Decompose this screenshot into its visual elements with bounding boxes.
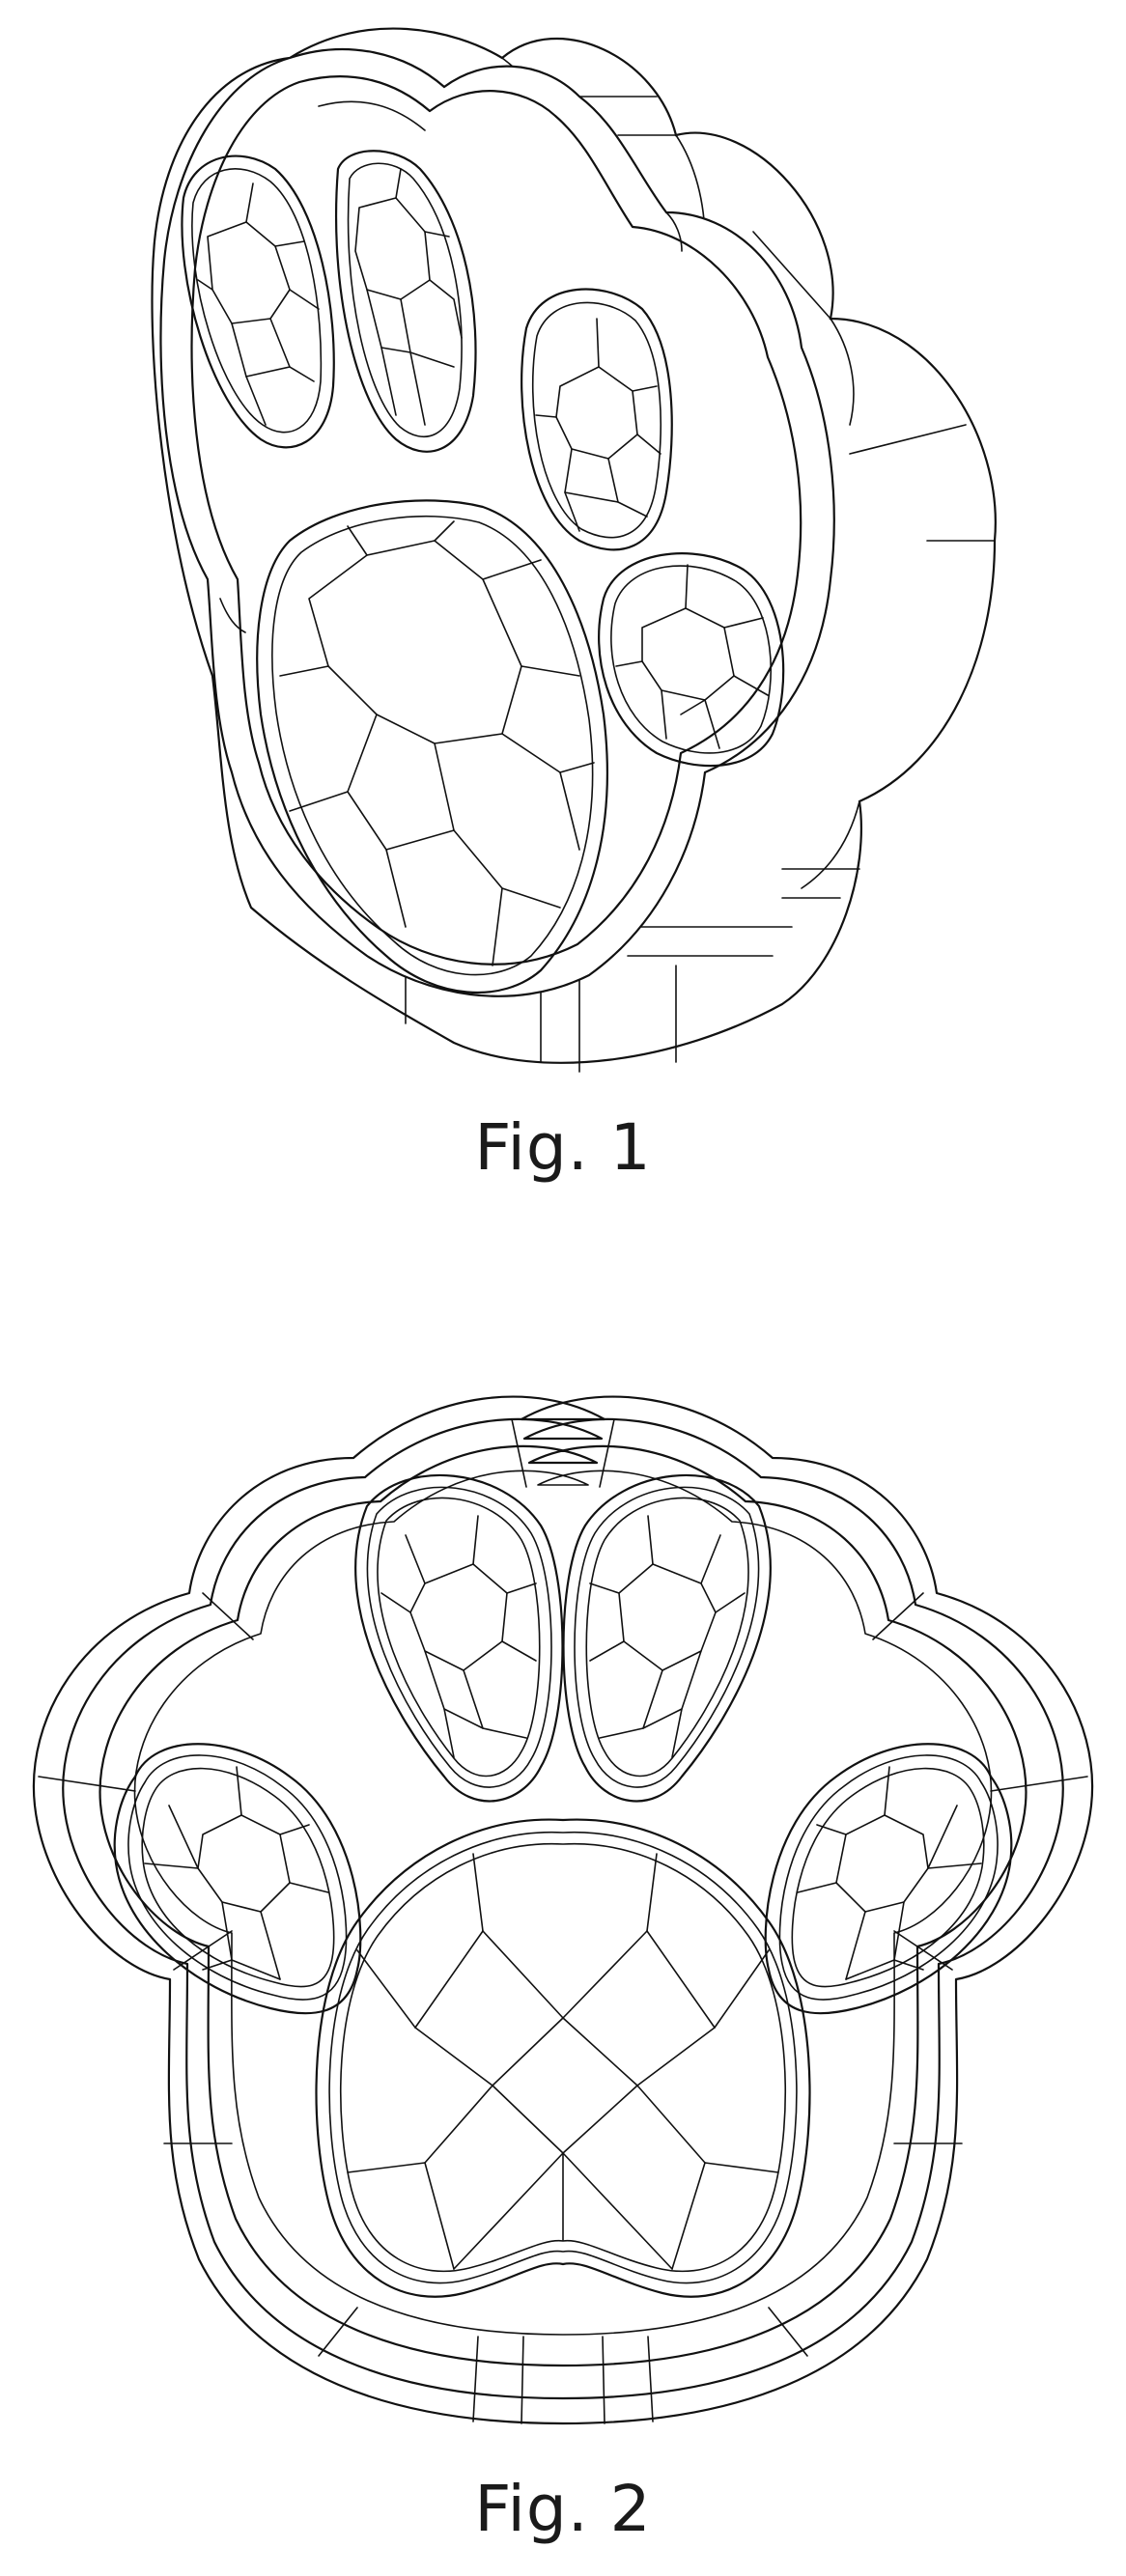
fig2-main-pad <box>317 1820 810 2297</box>
fig2-toe-pad-3 <box>564 1475 771 1801</box>
fig2-toe-pad-4 <box>766 1744 1012 2013</box>
fig2-toe-pad-2 <box>355 1475 562 1801</box>
figure-2-label: Fig. 2 <box>0 2472 1126 2546</box>
fig2-toe-pad-1 <box>115 1744 361 2013</box>
fig2-outer-outline <box>34 1397 1092 2423</box>
figure-2-plan-drawing <box>0 1352 1126 2452</box>
figure-1-label: Fig. 1 <box>0 1110 1126 1185</box>
figure-1-perspective-drawing <box>0 0 1126 1091</box>
